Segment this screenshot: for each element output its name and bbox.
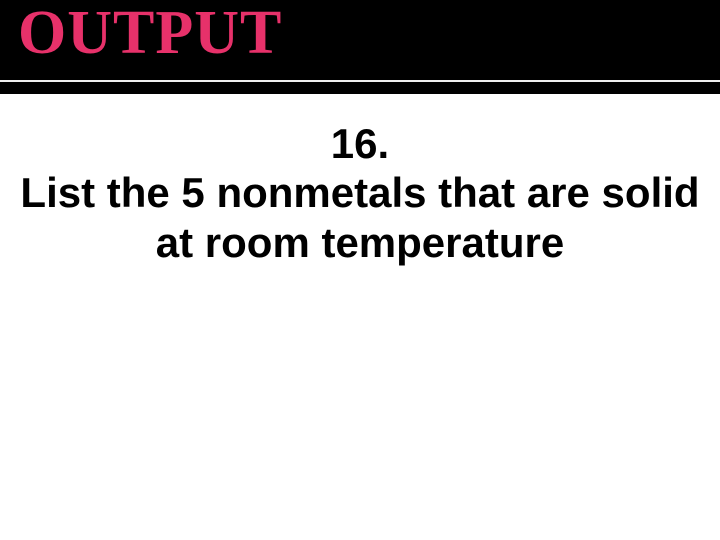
header-divider — [0, 80, 720, 82]
header-band: OUTPUT — [0, 0, 720, 94]
header-title: OUTPUT — [18, 2, 720, 64]
slide-content: 16. List the 5 nonmetals that are solid … — [0, 94, 720, 267]
question-text: List the 5 nonmetals that are solid at r… — [0, 168, 720, 267]
question-number: 16. — [0, 120, 720, 168]
